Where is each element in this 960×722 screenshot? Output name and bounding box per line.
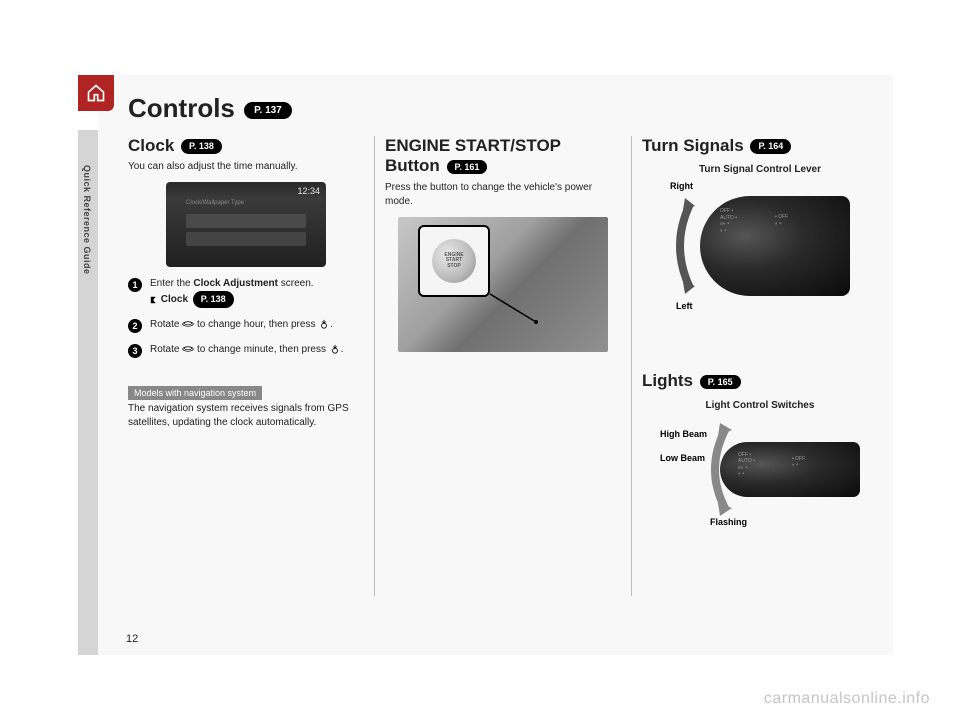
turn-signal-illustration: Right OFF •AUTO •≡◐ •◐ • • OFF◐ • Left bbox=[660, 181, 860, 311]
main-title-text: Controls bbox=[128, 93, 235, 123]
columns: Clock P. 138 You can also adjust the tim… bbox=[128, 136, 888, 596]
step-text: Rotate to change hour, then press . bbox=[150, 318, 333, 332]
engine-column: ENGINE START/STOP Button P. 161 Press th… bbox=[374, 136, 632, 596]
page: Quick Reference Guide Controls P. 137 Cl… bbox=[78, 75, 893, 655]
step-number: 1 bbox=[128, 278, 142, 292]
content: Controls P. 137 Clock P. 138 You can als… bbox=[128, 93, 888, 596]
right-label: Right bbox=[670, 181, 693, 191]
main-title: Controls P. 137 bbox=[128, 93, 888, 124]
direction-arc-icon bbox=[665, 196, 699, 296]
engine-intro: Press the button to change the vehicle's… bbox=[385, 181, 621, 209]
turn-signals-title: Turn Signals P. 164 bbox=[642, 136, 878, 156]
home-button[interactable] bbox=[78, 75, 114, 111]
dial-icon bbox=[182, 319, 194, 329]
step-3: 3 Rotate to change minute, then press . bbox=[128, 343, 364, 358]
signals-column: Turn Signals P. 164 Turn Signal Control … bbox=[632, 136, 888, 596]
press-icon bbox=[329, 344, 341, 354]
step-number: 2 bbox=[128, 319, 142, 333]
screen-tab-label: Clock/Wallpaper Type bbox=[186, 200, 244, 206]
callout-line bbox=[488, 292, 538, 324]
flashing-label: Flashing bbox=[710, 517, 747, 527]
nav-note: The navigation system receives signals f… bbox=[128, 402, 364, 430]
lights-page-ref[interactable]: P. 165 bbox=[700, 375, 741, 390]
page-ref-pill[interactable]: P. 137 bbox=[244, 102, 292, 119]
turn-signal-caption: Turn Signal Control Lever bbox=[642, 164, 878, 175]
screen-row bbox=[186, 232, 306, 246]
step-2: 2 Rotate to change hour, then press . bbox=[128, 318, 364, 333]
engine-page-ref[interactable]: P. 161 bbox=[447, 160, 488, 175]
lights-illustration: High Beam Low Beam OFF •AUTO •≡◐ •◐ • • … bbox=[660, 417, 860, 532]
page-ref-pill[interactable]: P. 138 bbox=[193, 291, 234, 308]
press-icon bbox=[318, 319, 330, 329]
step-text: Rotate to change minute, then press . bbox=[150, 343, 344, 357]
light-stalk: OFF •AUTO •≡◐ •◐ • • OFF◐ • bbox=[720, 442, 860, 497]
link-arrow-icon bbox=[150, 296, 158, 304]
clock-column: Clock P. 138 You can also adjust the tim… bbox=[128, 136, 374, 596]
engine-title: ENGINE START/STOP Button P. 161 bbox=[385, 136, 621, 177]
watermark: carmanualsonline.info bbox=[764, 690, 930, 708]
turn-signals-page-ref[interactable]: P. 164 bbox=[750, 139, 791, 154]
nav-models-badge: Models with navigation system bbox=[128, 386, 262, 400]
engine-start-stop-button: ENGINESTARTSTOP bbox=[432, 239, 476, 283]
lever-stalk: OFF •AUTO •≡◐ •◐ • • OFF◐ • bbox=[700, 196, 850, 296]
step-number: 3 bbox=[128, 344, 142, 358]
engine-illustration: ENGINESTARTSTOP bbox=[398, 217, 608, 352]
screen-time: 12:34 bbox=[297, 186, 320, 196]
step-1: 1 Enter the Clock Adjustment screen. Clo… bbox=[128, 277, 364, 308]
clock-screen-illustration: 12:34 Clock/Wallpaper Type bbox=[166, 182, 326, 267]
lights-caption: Light Control Switches bbox=[642, 400, 878, 411]
engine-button-callout: ENGINESTARTSTOP bbox=[418, 225, 490, 297]
clock-title-text: Clock bbox=[128, 136, 174, 155]
step-text: Enter the Clock Adjustment screen. Clock… bbox=[150, 277, 314, 308]
clock-page-ref[interactable]: P. 138 bbox=[181, 139, 222, 154]
dial-icon bbox=[182, 344, 194, 354]
clock-intro: You can also adjust the time manually. bbox=[128, 160, 364, 174]
side-label: Quick Reference Guide bbox=[82, 165, 92, 275]
page-number: 12 bbox=[126, 633, 138, 645]
home-icon bbox=[86, 83, 106, 103]
lights-title: Lights P. 165 bbox=[642, 371, 878, 391]
left-label: Left bbox=[676, 301, 693, 311]
screen-row bbox=[186, 214, 306, 228]
clock-title: Clock P. 138 bbox=[128, 136, 364, 156]
